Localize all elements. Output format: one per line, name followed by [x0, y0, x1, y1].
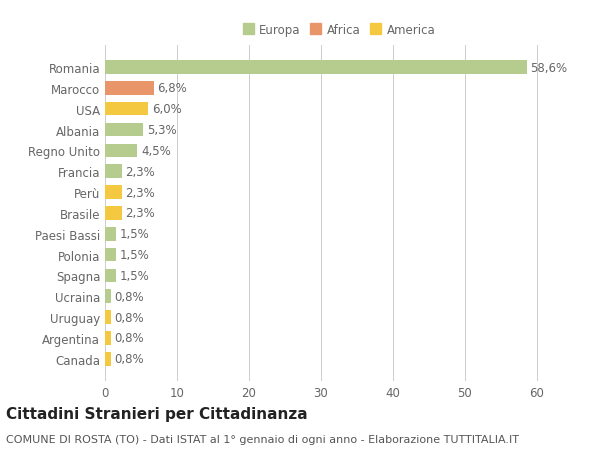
Bar — [105, 144, 137, 158]
Text: 4,5%: 4,5% — [141, 145, 171, 157]
Text: 1,5%: 1,5% — [119, 248, 149, 262]
Bar — [105, 207, 122, 220]
Text: 0,8%: 0,8% — [115, 332, 144, 345]
Text: 6,8%: 6,8% — [158, 82, 187, 95]
Bar — [105, 82, 154, 95]
Bar — [105, 248, 116, 262]
Text: 0,8%: 0,8% — [115, 311, 144, 324]
Bar — [105, 123, 143, 137]
Bar — [105, 311, 111, 324]
Text: Cittadini Stranieri per Cittadinanza: Cittadini Stranieri per Cittadinanza — [6, 406, 308, 421]
Bar — [105, 61, 527, 75]
Bar — [105, 165, 122, 179]
Text: 2,3%: 2,3% — [125, 207, 155, 220]
Bar — [105, 103, 148, 116]
Bar — [105, 186, 122, 199]
Bar — [105, 290, 111, 303]
Text: 2,3%: 2,3% — [125, 165, 155, 179]
Text: COMUNE DI ROSTA (TO) - Dati ISTAT al 1° gennaio di ogni anno - Elaborazione TUTT: COMUNE DI ROSTA (TO) - Dati ISTAT al 1° … — [6, 434, 519, 444]
Bar — [105, 269, 116, 283]
Text: 1,5%: 1,5% — [119, 269, 149, 282]
Text: 0,8%: 0,8% — [115, 290, 144, 303]
Text: 0,8%: 0,8% — [115, 353, 144, 365]
Text: 58,6%: 58,6% — [530, 62, 568, 74]
Text: 1,5%: 1,5% — [119, 228, 149, 241]
Bar — [105, 331, 111, 345]
Text: 6,0%: 6,0% — [152, 103, 182, 116]
Bar — [105, 228, 116, 241]
Bar — [105, 352, 111, 366]
Text: 2,3%: 2,3% — [125, 186, 155, 199]
Legend: Europa, Africa, America: Europa, Africa, America — [241, 22, 437, 39]
Text: 5,3%: 5,3% — [147, 124, 176, 137]
